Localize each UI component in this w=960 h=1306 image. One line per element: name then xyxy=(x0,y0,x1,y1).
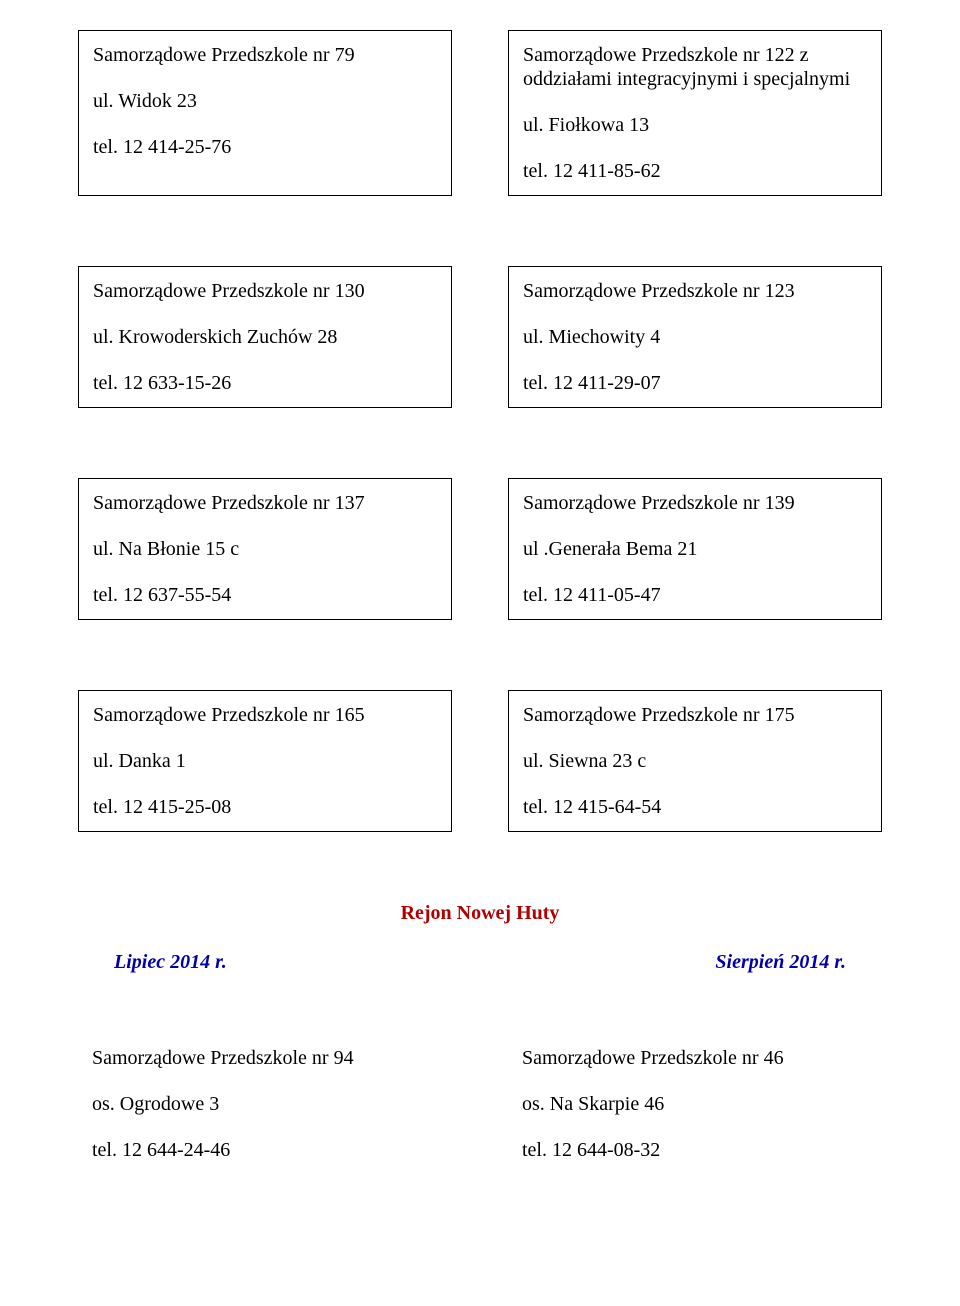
preschool-phone: tel. 12 411-29-07 xyxy=(523,371,867,395)
month-left: Lipiec 2014 r. xyxy=(114,951,227,974)
preschool-entry: Samorządowe Przedszkole nr 122 z oddział… xyxy=(508,30,882,196)
preschool-address: ul. Na Błonie 15 c xyxy=(93,537,437,561)
entry-row: Samorządowe Przedszkole nr 130 ul. Krowo… xyxy=(78,266,882,408)
preschool-entry: Samorządowe Przedszkole nr 79 ul. Widok … xyxy=(78,30,452,196)
preschool-address: ul. Fiołkowa 13 xyxy=(523,113,867,137)
entry-row: Samorządowe Przedszkole nr 94 os. Ogrodo… xyxy=(78,1034,882,1162)
preschool-entry: Samorządowe Przedszkole nr 165 ul. Danka… xyxy=(78,690,452,832)
preschool-name: Samorządowe Przedszkole nr 130 xyxy=(93,279,437,303)
preschool-address: ul. Siewna 23 c xyxy=(523,749,867,773)
preschool-entry: Samorządowe Przedszkole nr 175 ul. Siewn… xyxy=(508,690,882,832)
preschool-phone: tel. 12 633-15-26 xyxy=(93,371,437,395)
preschool-phone: tel. 12 637-55-54 xyxy=(93,583,437,607)
month-row: Lipiec 2014 r. Sierpień 2014 r. xyxy=(78,951,882,974)
preschool-name: Samorządowe Przedszkole nr 122 z oddział… xyxy=(523,43,867,91)
preschool-entry: Samorządowe Przedszkole nr 46 os. Na Ska… xyxy=(508,1034,882,1162)
preschool-phone: tel. 12 411-85-62 xyxy=(523,159,867,183)
preschool-entry: Samorządowe Przedszkole nr 130 ul. Krowo… xyxy=(78,266,452,408)
preschool-address: ul. Widok 23 xyxy=(93,89,437,113)
preschool-phone: tel. 12 644-24-46 xyxy=(92,1138,438,1162)
preschool-entry: Samorządowe Przedszkole nr 137 ul. Na Bł… xyxy=(78,478,452,620)
preschool-name: Samorządowe Przedszkole nr 94 xyxy=(92,1046,438,1070)
preschool-address: ul. Krowoderskich Zuchów 28 xyxy=(93,325,437,349)
preschool-phone: tel. 12 415-25-08 xyxy=(93,795,437,819)
preschool-phone: tel. 12 411-05-47 xyxy=(523,583,867,607)
preschool-address: ul. Miechowity 4 xyxy=(523,325,867,349)
section-title: Rejon Nowej Huty xyxy=(78,902,882,925)
preschool-address: os. Ogrodowe 3 xyxy=(92,1092,438,1116)
preschool-name: Samorządowe Przedszkole nr 139 xyxy=(523,491,867,515)
preschool-address: ul. Danka 1 xyxy=(93,749,437,773)
month-right: Sierpień 2014 r. xyxy=(715,951,846,974)
preschool-address: ul .Generała Bema 21 xyxy=(523,537,867,561)
entry-row: Samorządowe Przedszkole nr 165 ul. Danka… xyxy=(78,690,882,832)
preschool-name: Samorządowe Przedszkole nr 46 xyxy=(522,1046,868,1070)
preschool-name: Samorządowe Przedszkole nr 137 xyxy=(93,491,437,515)
preschool-name: Samorządowe Przedszkole nr 165 xyxy=(93,703,437,727)
entry-row: Samorządowe Przedszkole nr 79 ul. Widok … xyxy=(78,30,882,196)
preschool-entry: Samorządowe Przedszkole nr 123 ul. Miech… xyxy=(508,266,882,408)
document-page: Samorządowe Przedszkole nr 79 ul. Widok … xyxy=(0,0,960,1242)
entry-row: Samorządowe Przedszkole nr 137 ul. Na Bł… xyxy=(78,478,882,620)
preschool-entry: Samorządowe Przedszkole nr 139 ul .Gener… xyxy=(508,478,882,620)
preschool-entry: Samorządowe Przedszkole nr 94 os. Ogrodo… xyxy=(78,1034,452,1162)
preschool-phone: tel. 12 644-08-32 xyxy=(522,1138,868,1162)
preschool-name: Samorządowe Przedszkole nr 79 xyxy=(93,43,437,67)
preschool-name: Samorządowe Przedszkole nr 123 xyxy=(523,279,867,303)
preschool-name: Samorządowe Przedszkole nr 175 xyxy=(523,703,867,727)
preschool-phone: tel. 12 415-64-54 xyxy=(523,795,867,819)
preschool-address: os. Na Skarpie 46 xyxy=(522,1092,868,1116)
preschool-phone: tel. 12 414-25-76 xyxy=(93,135,437,159)
